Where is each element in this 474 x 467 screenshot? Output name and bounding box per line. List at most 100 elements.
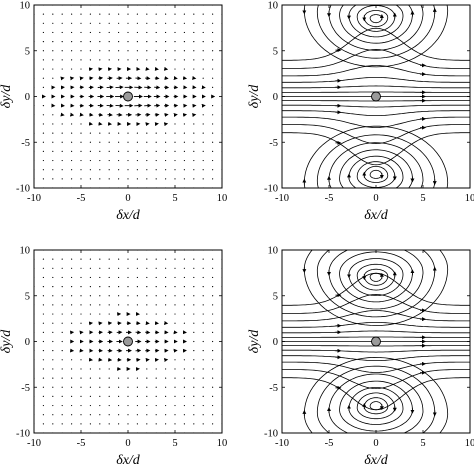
quiver-point xyxy=(89,267,91,269)
quiver-point xyxy=(174,123,176,125)
quiver-point xyxy=(212,340,214,343)
quiver-point xyxy=(183,359,185,361)
quiver-point xyxy=(61,169,63,171)
closed-streamline xyxy=(363,166,389,183)
x-tick-label: 10 xyxy=(465,193,474,204)
quiver-point xyxy=(80,132,82,134)
quiver-point xyxy=(99,423,101,425)
quiver-point xyxy=(71,50,73,52)
y-axis-label: δy/d xyxy=(247,84,262,109)
quiver-point xyxy=(52,258,54,260)
quiver-point xyxy=(42,304,45,306)
closed-streamline xyxy=(339,149,413,188)
quiver-point xyxy=(42,123,45,125)
quiver-point xyxy=(136,150,138,152)
quiver-point xyxy=(165,150,167,152)
quiver-point xyxy=(80,59,82,61)
quiver-point xyxy=(42,41,45,43)
quiver-point xyxy=(136,286,138,288)
quiver-point xyxy=(99,395,101,397)
quiver-point xyxy=(52,295,54,297)
quiver-point xyxy=(165,368,167,370)
streamline xyxy=(282,85,470,89)
quiver-point xyxy=(99,414,101,416)
quiver-point xyxy=(89,295,91,297)
quiver-point xyxy=(80,31,82,34)
quiver-point xyxy=(108,386,110,388)
quiver-point xyxy=(155,286,157,288)
streamline xyxy=(282,355,470,361)
quiver-point xyxy=(193,386,195,388)
quiver-point xyxy=(42,132,45,134)
quiver-point xyxy=(127,50,129,52)
quiver-point xyxy=(136,414,138,416)
quiver-point xyxy=(80,313,82,315)
quiver-point xyxy=(165,295,167,297)
quiver-point xyxy=(71,295,73,297)
quiver-point xyxy=(71,169,73,171)
quiver-point xyxy=(193,395,195,397)
quiver-point xyxy=(89,59,91,61)
quiver-point xyxy=(118,295,120,297)
quiver-point xyxy=(89,258,91,260)
quiver-point xyxy=(212,267,214,269)
quiver-point xyxy=(80,123,82,125)
quiver-point xyxy=(146,386,148,388)
quiver-point xyxy=(193,377,195,379)
quiver-point xyxy=(71,178,73,180)
quiver-point xyxy=(146,295,148,297)
quiver-point xyxy=(42,313,45,315)
quiver-point xyxy=(127,395,129,397)
y-axis-label: δy/d xyxy=(0,329,14,354)
quiver-point xyxy=(202,50,204,52)
quiver-point xyxy=(52,77,54,79)
quiver-point xyxy=(71,414,73,416)
y-axis-label: δy/d xyxy=(0,84,14,109)
quiver-point xyxy=(52,159,54,162)
quiver-point xyxy=(61,31,63,34)
quiver-point xyxy=(155,386,157,388)
quiver-point xyxy=(165,377,167,379)
quiver-point xyxy=(202,150,204,152)
quiver-point xyxy=(193,68,195,70)
quiver-point xyxy=(42,68,45,70)
quiver-point xyxy=(155,368,157,370)
y-tick-label: 5 xyxy=(273,46,278,57)
quiver-point xyxy=(136,59,138,61)
quiver-point xyxy=(193,313,195,315)
quiver-point xyxy=(183,276,185,279)
quiver-point xyxy=(80,22,82,24)
x-tick-label: 10 xyxy=(217,193,228,204)
quiver-point xyxy=(202,395,204,397)
quiver-point xyxy=(71,313,73,315)
quiver-point xyxy=(193,322,195,324)
quiver-point xyxy=(52,114,54,116)
quiver-point xyxy=(174,276,176,279)
quiver-point xyxy=(52,395,54,397)
quiver-point xyxy=(61,22,63,24)
quiver-point xyxy=(61,350,63,352)
quiver-point xyxy=(118,59,120,61)
quiver-point xyxy=(42,258,45,260)
quiver-point xyxy=(80,368,82,370)
y-tick-label: 0 xyxy=(25,337,30,348)
quiver-point xyxy=(193,123,195,125)
quiver-point xyxy=(108,22,110,24)
quiver-point xyxy=(52,377,54,379)
quiver-point xyxy=(146,41,148,43)
quiver-point xyxy=(108,313,110,315)
plot-area xyxy=(282,250,470,433)
quiver-point xyxy=(183,368,185,370)
quiver-point xyxy=(99,132,101,134)
y-tick-label: -5 xyxy=(21,138,30,149)
quiver-point xyxy=(193,150,195,152)
quiver-point xyxy=(71,68,73,70)
y-tick-label: 0 xyxy=(273,337,278,348)
quiver-point xyxy=(42,77,45,79)
quiver-point xyxy=(99,31,101,34)
quiver-point xyxy=(99,13,101,15)
quiver-point xyxy=(42,331,45,333)
quiver-point xyxy=(61,13,63,15)
quiver-point xyxy=(127,276,129,279)
quiver-point xyxy=(108,13,110,15)
